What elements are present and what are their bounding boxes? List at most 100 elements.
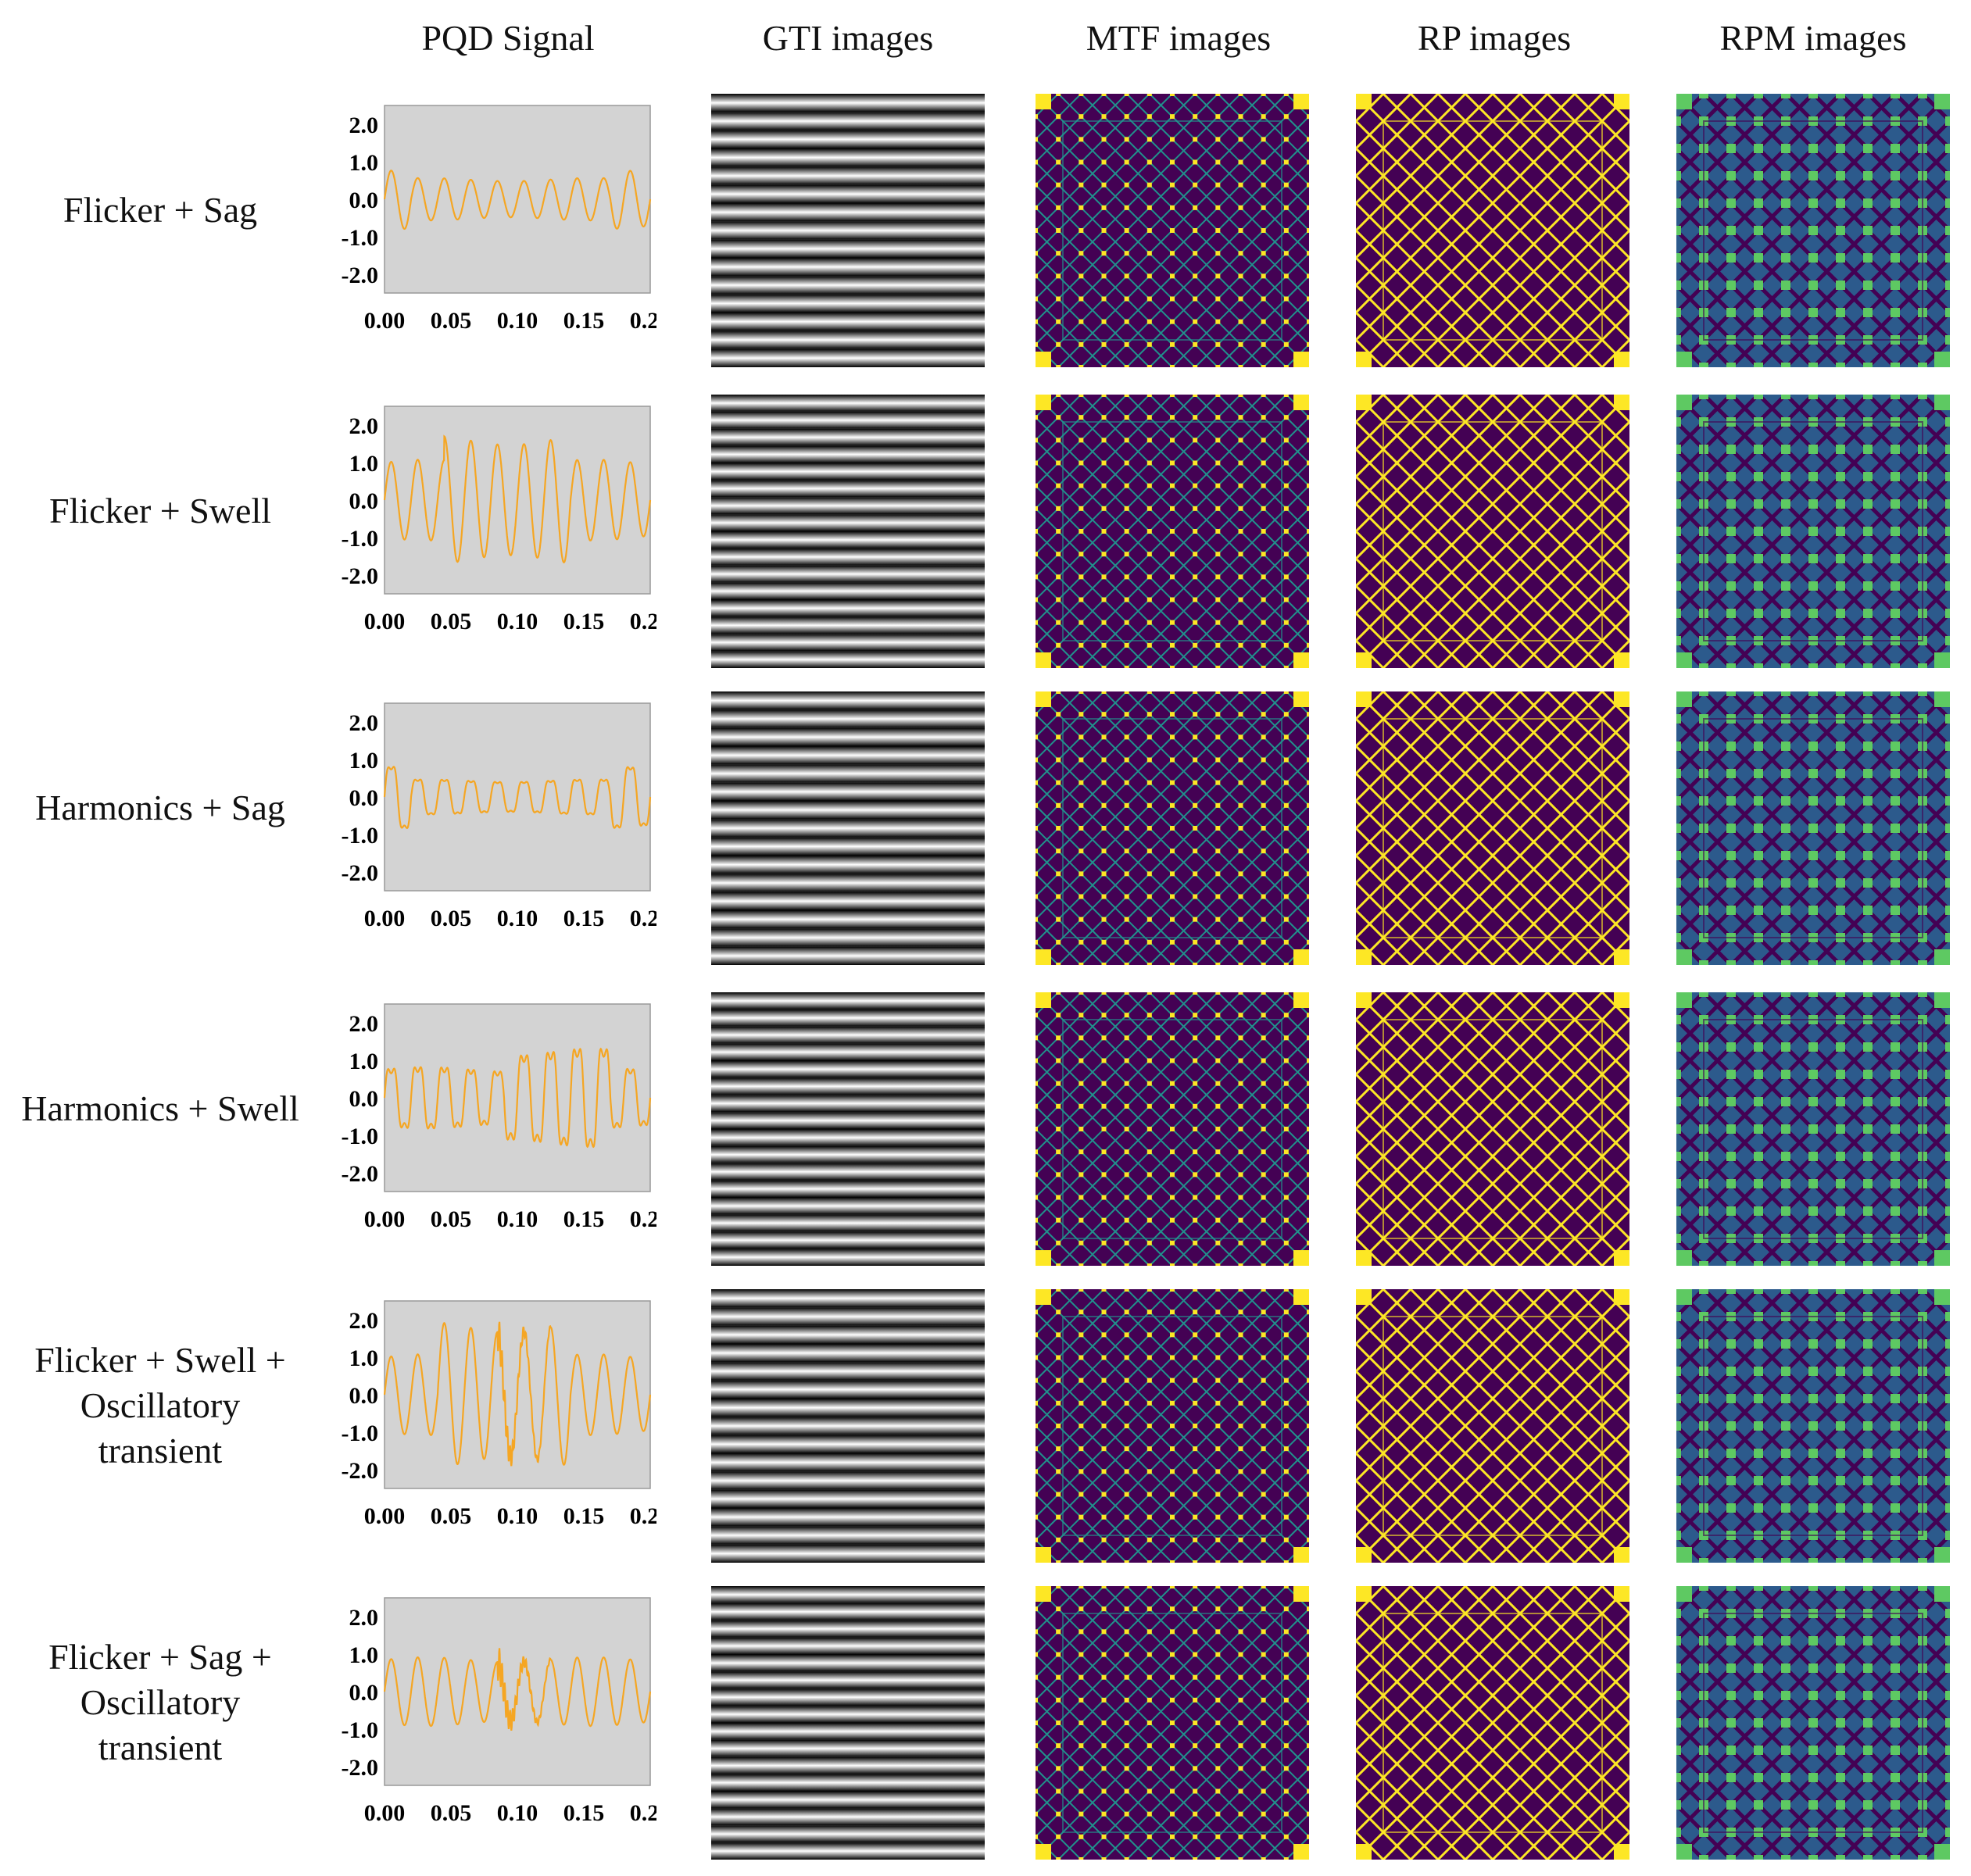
x-tick-label: 0.00 — [364, 308, 406, 334]
x-tick-label: 0.05 — [431, 906, 472, 931]
y-tick-label: -1.0 — [342, 1717, 379, 1743]
x-tick-label: 0.20 — [630, 1503, 656, 1529]
x-tick-label: 0.20 — [630, 308, 656, 334]
row-label-line: Flicker + Swell — [48, 491, 272, 531]
x-tick-label: 0.05 — [431, 308, 472, 334]
row-label: Flicker + Sag + Oscillatory transient — [0, 1635, 320, 1771]
mtf-image — [1036, 691, 1309, 965]
mtf-image — [1036, 94, 1309, 367]
y-tick-label: -2.0 — [342, 1458, 379, 1484]
signal-line — [383, 1047, 652, 1149]
x-tick-label: 0.20 — [630, 1800, 656, 1826]
row-label-line: Flicker + Sag — [63, 190, 258, 230]
x-tick-label: 0.00 — [364, 1206, 406, 1232]
row-label: Harmonics + Swell — [0, 1086, 320, 1131]
y-tick-label: 2.0 — [349, 1011, 379, 1037]
x-tick-label: 0.15 — [563, 906, 605, 931]
rp-image — [1356, 395, 1629, 668]
x-tick-label: 0.05 — [431, 609, 472, 634]
row-label: Flicker + Sag — [0, 188, 320, 233]
y-tick-label: -2.0 — [342, 1755, 379, 1781]
x-tick-label: 0.15 — [563, 1206, 605, 1232]
row-label-line: Oscillatory — [80, 1682, 241, 1722]
header-pqd-signal: PQD Signal — [421, 18, 595, 58]
pqd-signal-plot: 2.0 1.0 0.0 -1.0 -2.0 0.00 0.05 0.10 0.15 0.20 — [342, 1300, 671, 1529]
y-tick-label: 1.0 — [349, 1642, 379, 1668]
pqd-signal-chart: 2.0 1.0 0.0 -1.0 -2.0 0.00 0.05 0.10 0.15 0.20 — [328, 1590, 671, 1852]
x-tick-label: 0.10 — [497, 1503, 538, 1529]
row-label: Flicker + Swell — [0, 488, 320, 534]
header-gti-images: GTI images — [762, 18, 934, 58]
y-tick-label: 2.0 — [349, 1605, 379, 1631]
x-tick-label: 0.10 — [497, 1206, 538, 1232]
row-label-line: Oscillatory — [80, 1385, 241, 1425]
signal-line — [383, 1321, 652, 1467]
signal-line — [383, 1648, 652, 1731]
gti-image — [711, 1586, 985, 1860]
x-tick-label: 0.05 — [431, 1503, 472, 1529]
pqd-signal-chart: 2.0 1.0 0.0 -1.0 -2.0 0.00 0.05 0.10 0.15 0.20 — [328, 695, 671, 957]
pqd-signal-chart: 2.0 1.0 0.0 -1.0 -2.0 0.00 0.05 0.10 0.15 0.20 — [328, 98, 671, 359]
y-tick-label: -2.0 — [342, 263, 379, 288]
y-tick-label: 2.0 — [349, 710, 379, 736]
x-tick-label: 0.10 — [497, 1800, 538, 1826]
rp-image — [1356, 1586, 1629, 1860]
x-tick-label: 0.00 — [364, 1800, 406, 1826]
x-tick-label: 0.20 — [630, 1206, 656, 1232]
pqd-signal-chart: 2.0 1.0 0.0 -1.0 -2.0 0.00 0.05 0.10 0.15 0.20 — [328, 996, 671, 1258]
gti-image — [711, 992, 985, 1266]
y-tick-label: -1.0 — [342, 1124, 379, 1149]
row-label-line: transient — [98, 1431, 223, 1470]
rp-image — [1356, 691, 1629, 965]
x-tick-label: 0.10 — [497, 906, 538, 931]
y-tick-label: 1.0 — [349, 748, 379, 774]
rp-image — [1356, 1289, 1629, 1563]
rpm-image — [1676, 992, 1950, 1266]
x-tick-label: 0.10 — [497, 308, 538, 334]
header-rpm-images: RPM images — [1719, 18, 1907, 58]
gti-image — [711, 1289, 985, 1563]
y-tick-label: -1.0 — [342, 526, 379, 552]
row-label: Harmonics + Sag — [0, 785, 320, 831]
mtf-image — [1036, 1289, 1309, 1563]
row-label-line: Flicker + Swell + — [34, 1340, 286, 1380]
x-tick-label: 0.05 — [431, 1800, 472, 1826]
y-tick-label: 1.0 — [349, 451, 379, 477]
x-tick-label: 0.15 — [563, 1800, 605, 1826]
x-tick-label: 0.15 — [563, 308, 605, 334]
rpm-image — [1676, 94, 1950, 367]
signal-line — [383, 434, 652, 564]
gti-image — [711, 395, 985, 668]
signal-line — [383, 170, 652, 230]
signal-line — [383, 766, 652, 830]
x-tick-label: 0.00 — [364, 906, 406, 931]
y-tick-label: -2.0 — [342, 860, 379, 886]
y-tick-label: 0.0 — [349, 785, 379, 811]
mtf-image — [1036, 992, 1309, 1266]
rpm-image — [1676, 691, 1950, 965]
x-tick-label: 0.10 — [497, 609, 538, 634]
y-tick-label: 1.0 — [349, 1345, 379, 1371]
x-tick-label: 0.15 — [563, 609, 605, 634]
pqd-signal-plot: 2.0 1.0 0.0 -1.0 -2.0 0.00 0.05 0.10 0.15 0.20 — [342, 1597, 671, 1826]
mtf-image — [1036, 395, 1309, 668]
rpm-image — [1676, 395, 1950, 668]
x-tick-label: 0.05 — [431, 1206, 472, 1232]
header-rp-images: RP images — [1417, 18, 1572, 58]
pqd-signal-chart: 2.0 1.0 0.0 -1.0 -2.0 0.00 0.05 0.10 0.15 0.20 — [328, 398, 671, 660]
x-tick-label: 0.20 — [630, 906, 656, 931]
rp-image — [1356, 992, 1629, 1266]
y-tick-label: -2.0 — [342, 563, 379, 589]
y-tick-label: 1.0 — [349, 150, 379, 176]
x-tick-label: 0.00 — [364, 609, 406, 634]
row-label-line: Harmonics + Sag — [35, 788, 285, 827]
rpm-image — [1676, 1586, 1950, 1860]
y-tick-label: 0.0 — [349, 188, 379, 213]
y-tick-label: -2.0 — [342, 1161, 379, 1187]
row-label: Flicker + Swell + Oscillatory transient — [0, 1338, 320, 1474]
mtf-image — [1036, 1586, 1309, 1860]
row-label-line: Harmonics + Swell — [21, 1088, 299, 1128]
pqd-signal-plot: 2.0 1.0 0.0 -1.0 -2.0 0.00 0.05 0.10 0.15 0.20 — [342, 105, 671, 334]
y-tick-label: 1.0 — [349, 1049, 379, 1074]
gti-image — [711, 94, 985, 367]
